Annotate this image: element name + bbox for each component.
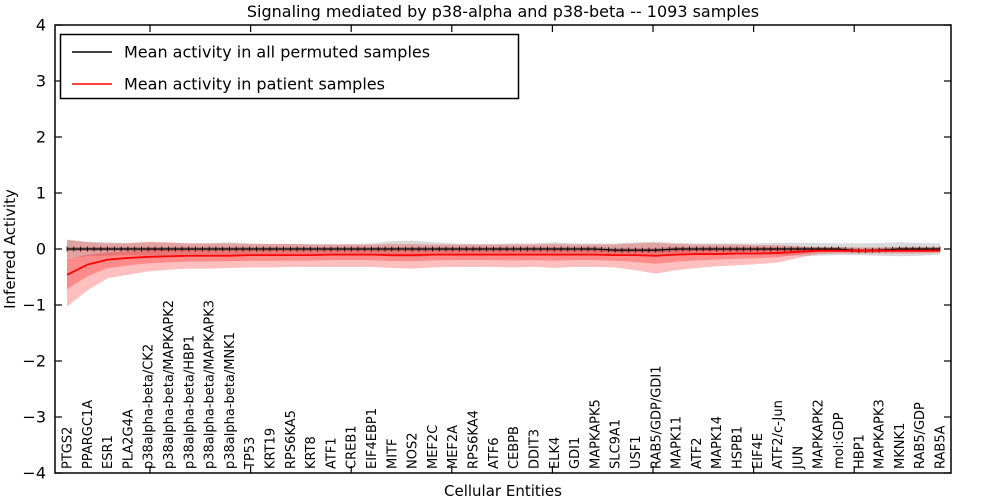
plot-area	[66, 239, 941, 307]
x-category-label: NOS2	[406, 433, 421, 469]
x-category-label: MEF2C	[426, 425, 441, 469]
x-category-label: SLC9A1	[609, 419, 624, 469]
x-category-label: EIF4EBP1	[365, 408, 380, 469]
patient-band	[67, 240, 940, 307]
y-tick-label: 2	[36, 128, 46, 147]
x-category-label: RPS6KA5	[284, 410, 299, 469]
y-tick-label: −3	[22, 408, 46, 427]
x-category-label: ATF2/c-Jun	[771, 400, 786, 469]
axis-ticks: 4 3 2 1 0 −1 −2 −3 −4 PTGS2 PPARGC1A ESR1 PLA2G4A p38…	[22, 16, 951, 483]
y-tick-label: −4	[22, 464, 46, 483]
y-axis-label: Inferred Activity	[1, 189, 19, 309]
legend-label-permuted: Mean activity in all permuted samples	[124, 43, 430, 62]
x-category-label: KRT19	[264, 428, 279, 469]
x-category-label: p38alpha-beta/CK2	[142, 344, 157, 469]
legend-label-patient: Mean activity in patient samples	[124, 75, 385, 94]
x-category-label: EIF4E	[751, 433, 766, 469]
x-category-label: DDIT3	[527, 429, 542, 469]
x-category-label: GDI1	[568, 437, 583, 469]
y-tick-label: −1	[22, 296, 46, 315]
x-category-label: MAPKAPK5	[588, 399, 603, 469]
y-tick-label: −2	[22, 352, 46, 371]
x-category-label: JUN	[791, 446, 806, 470]
x-category-label: ATF1	[324, 437, 339, 469]
x-category-label: RPS6KA4	[467, 410, 482, 469]
x-category-label: MKNK1	[893, 423, 908, 469]
legend: Mean activity in all permuted samples Me…	[59, 33, 520, 100]
permuted-mean-line	[67, 248, 940, 252]
y-tick-label: 0	[36, 240, 46, 259]
x-category-label: HSPB1	[730, 426, 745, 469]
x-category-label: p38alpha-beta/HBP1	[182, 335, 197, 469]
x-category-label: MAPK11	[670, 416, 685, 469]
x-axis-label: Cellular Entities	[444, 482, 562, 500]
x-category-label: TP53	[243, 437, 258, 470]
x-category-label: p38alpha-beta/MAPKAPK2	[162, 300, 177, 469]
x-category-label: ATF2	[690, 437, 705, 469]
x-category-label: RAB5A	[934, 425, 949, 469]
y-tick-label: 3	[36, 72, 46, 91]
x-category-label: RAB5/GDP	[913, 402, 928, 469]
x-category-label: MAPKAPK3	[873, 399, 888, 469]
x-category-label: MAPK14	[710, 416, 725, 469]
x-category-label: CEBPB	[507, 426, 522, 469]
patient-mean-line	[66, 249, 940, 276]
patient-inner-band	[67, 249, 940, 290]
x-category-label: ESR1	[101, 435, 116, 469]
x-category-label: PLA2G4A	[121, 409, 136, 469]
x-category-label: MAPKAPK2	[812, 399, 827, 469]
x-category-label: mol:GDP	[832, 412, 847, 469]
y-tick-label: 4	[36, 16, 46, 35]
x-category-label: HBP1	[852, 434, 867, 469]
x-category-label: PPARGC1A	[81, 400, 96, 469]
x-category-label: p38alpha-beta/MNK1	[223, 332, 238, 469]
x-category-label: KRT8	[304, 436, 319, 469]
x-category-label: ELK4	[548, 437, 563, 469]
x-category-label: PTGS2	[61, 427, 76, 469]
x-category-label: ATF6	[487, 437, 502, 469]
x-category-label: USF1	[629, 435, 644, 469]
y-tick-label: 1	[36, 184, 46, 203]
legend-box	[59, 33, 520, 100]
permuted-error-ticks	[66, 246, 941, 254]
x-category-label: MEF2A	[446, 425, 461, 469]
x-category-label: p38alpha-beta/MAPKAPK3	[203, 300, 218, 469]
x-category-label: RAB5/GDP/GDI1	[649, 366, 664, 469]
chart-title: Signaling mediated by p38-alpha and p38-…	[247, 2, 759, 21]
x-category-label: MITF	[385, 439, 400, 469]
x-category-label: CREB1	[345, 425, 360, 469]
